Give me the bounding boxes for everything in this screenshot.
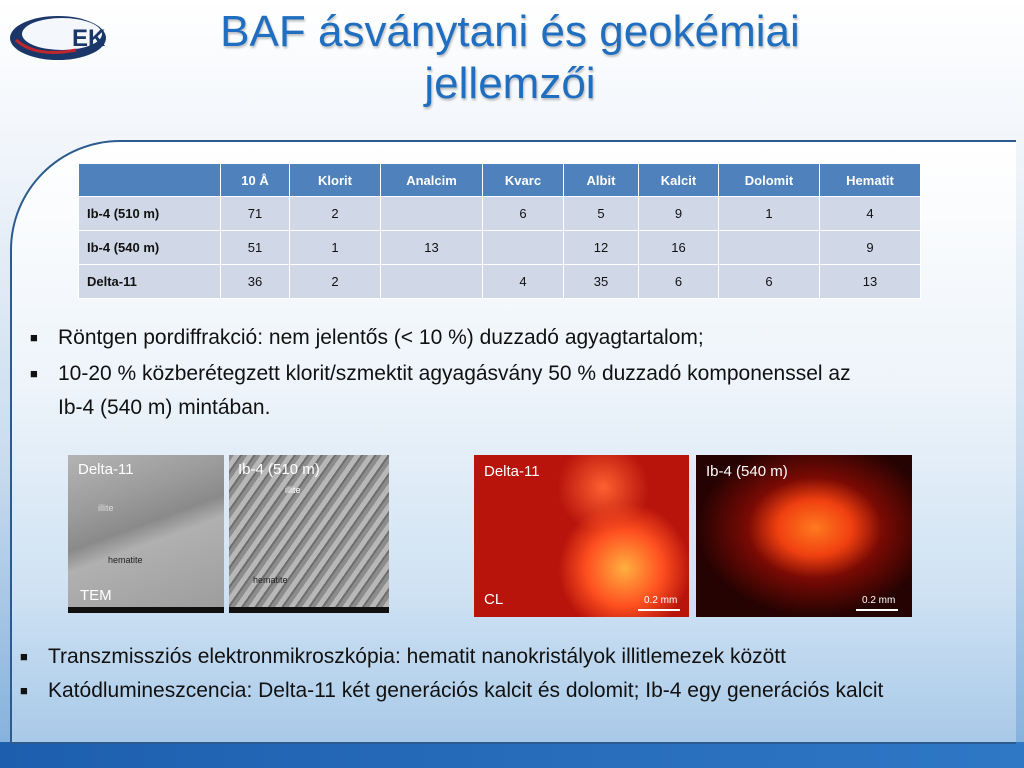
cell — [483, 231, 563, 264]
image-label: Ib-4 (510 m) — [238, 461, 320, 478]
mineral-table: 10 Å Klorit Analcim Kvarc Albit Kalcit D… — [78, 163, 921, 299]
cell: 6 — [639, 265, 718, 298]
bullet-text: 10-20 % közberétegzett klorit/szmektit a… — [58, 362, 851, 419]
image-label: Delta-11 — [484, 463, 540, 480]
cell: 1 — [290, 231, 380, 264]
scale-bar-label: 0.2 mm — [862, 595, 896, 606]
image-label: Ib-4 (540 m) — [706, 463, 788, 480]
table-row: Ib-4 (510 m) 71 2 6 5 9 1 4 — [79, 197, 920, 230]
table-row: Delta-11 36 2 4 35 6 6 13 — [79, 265, 920, 298]
header-cell: Kvarc — [483, 164, 563, 196]
bullet-item: ■ Röntgen pordiffrakció: nem jelentős (< … — [30, 321, 958, 355]
cell — [381, 265, 482, 298]
image-corner-label: CL — [484, 591, 504, 608]
bullet-text: Katódlumineszcencia: Delta-11 két generá… — [48, 679, 884, 702]
bullet-item: ■ 10-20 % közberétegzett klorit/szmektit … — [30, 357, 858, 425]
cell: 35 — [564, 265, 638, 298]
scale-bar-label: 0.2 mm — [644, 595, 678, 606]
cell: 13 — [381, 231, 482, 264]
image-corner-label: TEM — [80, 587, 112, 604]
row-label: Delta-11 — [79, 265, 220, 298]
header-cell: Dolomit — [719, 164, 819, 196]
bullet-icon: ■ — [30, 366, 38, 381]
cell: 71 — [221, 197, 289, 230]
bullet-icon: ■ — [20, 649, 28, 664]
bullet-item: ■ Transzmissziós elektronmikroszkópia: he… — [20, 640, 1008, 674]
cl-image-delta11: Delta-11 CL 0.2 mm — [474, 455, 689, 617]
bullet-item: ■ Katódlumineszcencia: Delta-11 két gener… — [20, 674, 908, 708]
cell: 2 — [290, 265, 380, 298]
cell: 4 — [820, 197, 920, 230]
bullet-icon: ■ — [30, 330, 38, 345]
cell: 6 — [483, 197, 563, 230]
table-header-row: 10 Å Klorit Analcim Kvarc Albit Kalcit D… — [79, 164, 920, 196]
scale-bar — [856, 609, 898, 611]
bullet-text: Transzmissziós elektronmikroszkópia: hem… — [48, 645, 786, 668]
image-label: Delta-11 — [78, 461, 134, 478]
cell: 6 — [719, 265, 819, 298]
header-cell: Klorit — [290, 164, 380, 196]
svg-text:EK: EK — [72, 25, 106, 52]
scale-bar — [638, 609, 680, 611]
cell: 16 — [639, 231, 718, 264]
cell: 2 — [290, 197, 380, 230]
annotation: illite — [98, 503, 114, 513]
cell: 9 — [820, 231, 920, 264]
header-cell: Albit — [564, 164, 638, 196]
table-row: Ib-4 (540 m) 51 1 13 12 16 9 — [79, 231, 920, 264]
cell: 1 — [719, 197, 819, 230]
cell — [381, 197, 482, 230]
bullet-text: Röntgen pordiffrakció: nem jelentős (< 1… — [58, 326, 704, 349]
cell: 9 — [639, 197, 718, 230]
cl-image-ib4-540: Ib-4 (540 m) 0.2 mm — [696, 455, 912, 617]
tem-image-ib4-510: Ib-4 (510 m) illite hematite — [229, 455, 389, 613]
header-cell: Kalcit — [639, 164, 718, 196]
header-cell: Analcim — [381, 164, 482, 196]
cell: 13 — [820, 265, 920, 298]
header-cell: 10 Å — [221, 164, 289, 196]
cell: 5 — [564, 197, 638, 230]
header-cell — [79, 164, 220, 196]
logo-icon: EK — [10, 16, 106, 60]
cell: 51 — [221, 231, 289, 264]
bottom-band — [0, 742, 1024, 768]
annotation: hematite — [108, 555, 143, 565]
cell — [719, 231, 819, 264]
bullet-icon: ■ — [20, 683, 28, 698]
annotation: hematite — [253, 575, 288, 585]
annotation: illite — [285, 485, 301, 495]
row-label: Ib-4 (510 m) — [79, 197, 220, 230]
header-cell: Hematit — [820, 164, 920, 196]
cell: 12 — [564, 231, 638, 264]
cell: 36 — [221, 265, 289, 298]
page-title: BAF ásványtani és geokémiai jellemzői — [220, 7, 800, 108]
tem-image-delta11: Delta-11 illite hematite TEM — [68, 455, 224, 613]
cell: 4 — [483, 265, 563, 298]
row-label: Ib-4 (540 m) — [79, 231, 220, 264]
